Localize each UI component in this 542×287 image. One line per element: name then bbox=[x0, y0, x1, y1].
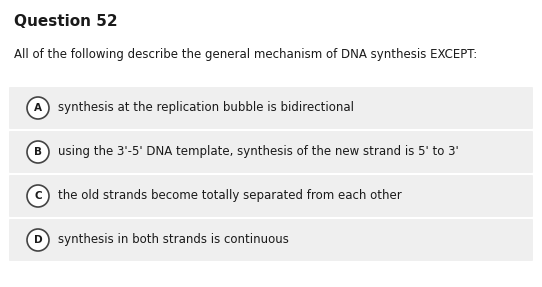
Ellipse shape bbox=[27, 97, 49, 119]
Text: the old strands become totally separated from each other: the old strands become totally separated… bbox=[58, 189, 402, 203]
Text: All of the following describe the general mechanism of DNA synthesis EXCEPT:: All of the following describe the genera… bbox=[14, 48, 478, 61]
FancyBboxPatch shape bbox=[9, 131, 533, 173]
Text: A: A bbox=[34, 103, 42, 113]
FancyBboxPatch shape bbox=[9, 175, 533, 217]
Text: Question 52: Question 52 bbox=[14, 14, 118, 29]
FancyBboxPatch shape bbox=[9, 219, 533, 261]
Ellipse shape bbox=[27, 185, 49, 207]
Text: synthesis in both strands is continuous: synthesis in both strands is continuous bbox=[58, 234, 289, 247]
Text: using the 3'-5' DNA template, synthesis of the new strand is 5' to 3': using the 3'-5' DNA template, synthesis … bbox=[58, 146, 459, 158]
Text: B: B bbox=[34, 147, 42, 157]
Ellipse shape bbox=[27, 141, 49, 163]
FancyBboxPatch shape bbox=[9, 87, 533, 129]
Text: synthesis at the replication bubble is bidirectional: synthesis at the replication bubble is b… bbox=[58, 102, 354, 115]
Ellipse shape bbox=[27, 229, 49, 251]
Text: D: D bbox=[34, 235, 42, 245]
Text: C: C bbox=[34, 191, 42, 201]
